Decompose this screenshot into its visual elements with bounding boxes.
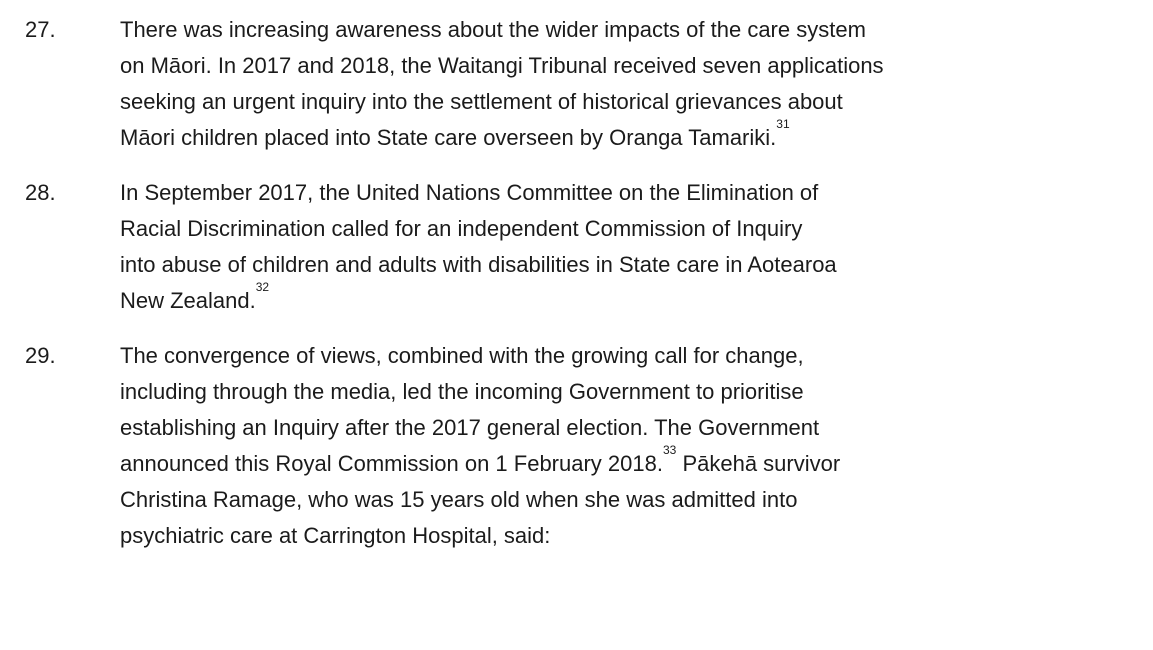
text-line: seeking an urgent inquiry into the settl… (120, 89, 843, 114)
text-line: Christina Ramage, who was 15 years old w… (120, 487, 798, 512)
paragraph: 29. The convergence of views, combined wi… (0, 338, 1153, 554)
text-line: announced this Royal Commission on 1 Feb… (120, 443, 1153, 482)
text-line: In September 2017, the United Nations Co… (120, 180, 819, 205)
text-span: announced this Royal Commission on 1 Feb… (120, 451, 663, 476)
paragraph: 27. There was increasing awareness about … (0, 12, 1153, 156)
paragraph-number: 29. (25, 343, 56, 368)
footnote-ref: 31 (776, 117, 790, 131)
paragraph-body: There was increasing awareness about the… (120, 12, 1153, 156)
paragraph-body: In September 2017, the United Nations Co… (120, 175, 1153, 319)
text-line: psychiatric care at Carrington Hospital,… (120, 523, 551, 548)
text-line: The convergence of views, combined with … (120, 343, 804, 368)
text-span: Māori children placed into State care ov… (120, 125, 777, 150)
text-line: Racial Discrimination called for an inde… (120, 216, 803, 241)
text-line: New Zealand.32 (120, 280, 1153, 319)
paragraph-body: The convergence of views, combined with … (120, 338, 1153, 554)
text-line: into abuse of children and adults with d… (120, 252, 837, 277)
text-line: There was increasing awareness about the… (120, 17, 866, 42)
footnote-ref: 32 (255, 280, 270, 294)
text-line: establishing an Inquiry after the 2017 g… (120, 415, 820, 440)
footnote-ref: 33 (662, 443, 677, 457)
paragraph-number: 28. (25, 180, 56, 205)
paragraph: 28. In September 2017, the United Nations… (0, 175, 1153, 319)
text-line: including through the media, led the inc… (120, 379, 804, 404)
paragraph-number: 27. (25, 17, 56, 42)
text-line: Māori children placed into State care ov… (120, 117, 1153, 156)
text-line: on Māori. In 2017 and 2018, the Waitangi… (120, 53, 884, 78)
text-span: Pākehā survivor (676, 451, 841, 476)
text-span: New Zealand. (120, 288, 256, 313)
